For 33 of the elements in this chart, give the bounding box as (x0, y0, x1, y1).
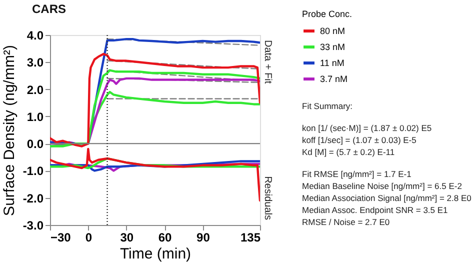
text: Median Baseline Noise [ng/mm²] = 6.5 E-2 (302, 181, 462, 191)
text: Median Assoc. Endpoint SNR = 3.5 E1 (302, 205, 448, 215)
x-tick-label: 60 (158, 230, 172, 244)
y-tick-label: 1.0 (26, 110, 44, 124)
x-tick-label: 30 (120, 230, 134, 244)
y-tick-label: -2.0 (22, 191, 44, 206)
x-axis-title: Time (min) (120, 246, 192, 262)
legend-title: Probe Conc. (302, 9, 352, 19)
legend-label: 11 nM (320, 58, 344, 68)
text: Data + Fit (262, 40, 273, 84)
x-tick-label: 135 (240, 230, 261, 244)
text: koff [1/sec] = (1.07 ± 0.03) E-5 (302, 135, 417, 145)
text: RMSE / Noise = 2.7 E0 (302, 217, 390, 227)
text: kon [1/ (sec·M)] = (1.87 ± 0.02) E5 (302, 123, 432, 133)
y-axis-title: Surface Density (ng/mm²) (0, 45, 18, 216)
text: Residuals (262, 176, 273, 220)
text: Kd [M] = (5.7 ± 0.2) E-11 (302, 147, 395, 157)
chart-title: CARS (32, 2, 66, 16)
y-tick-label: 0.0 (26, 137, 44, 152)
text: Fit RMSE [ng/mm²] = 1.7 E-1 (302, 169, 412, 179)
legend-label: 33 nM (320, 42, 346, 52)
legend-label: 80 nM (320, 26, 346, 36)
y-tick-label: 2.0 (26, 82, 44, 97)
x-tick-label: −30 (50, 230, 72, 244)
y-tick-label: -1.0 (22, 164, 44, 178)
y-tick-label: -3.0 (22, 218, 44, 232)
y-tick-label: 4.0 (26, 28, 44, 42)
y-tick-label: 3.0 (26, 56, 44, 70)
x-tick-label: 90 (196, 230, 210, 244)
text: Median Association Signal [ng/mm²] = 2.8 E0 (302, 193, 472, 203)
x-tick-label: 0 (85, 230, 92, 244)
legend-label: 3.7 nM (320, 74, 348, 84)
text: Fit Summary: (302, 101, 353, 111)
